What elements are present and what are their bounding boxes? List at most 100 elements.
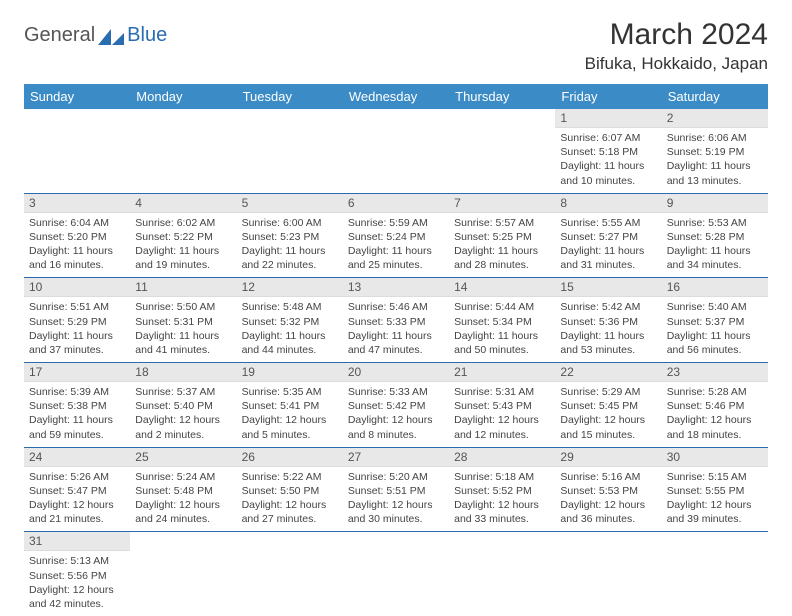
brand-logo: General Blue [24, 18, 167, 47]
day-number: 6 [343, 194, 449, 213]
day-body: Sunrise: 5:44 AMSunset: 5:34 PMDaylight:… [449, 297, 555, 362]
calendar-cell [555, 532, 661, 616]
day-body: Sunrise: 5:42 AMSunset: 5:36 PMDaylight:… [555, 297, 661, 362]
daylight-text: Daylight: 11 hours and 19 minutes. [135, 244, 231, 272]
daylight-text: Daylight: 11 hours and 53 minutes. [560, 329, 656, 357]
weekday-header: Monday [130, 84, 236, 109]
day-body: Sunrise: 5:51 AMSunset: 5:29 PMDaylight:… [24, 297, 130, 362]
daylight-text: Daylight: 11 hours and 59 minutes. [29, 413, 125, 441]
day-body: Sunrise: 5:18 AMSunset: 5:52 PMDaylight:… [449, 467, 555, 532]
calendar-cell: 27Sunrise: 5:20 AMSunset: 5:51 PMDayligh… [343, 447, 449, 532]
location-subtitle: Bifuka, Hokkaido, Japan [585, 54, 768, 74]
sunset-text: Sunset: 5:24 PM [348, 230, 444, 244]
day-body: Sunrise: 5:13 AMSunset: 5:56 PMDaylight:… [24, 551, 130, 616]
calendar-cell [449, 109, 555, 193]
sunset-text: Sunset: 5:28 PM [667, 230, 763, 244]
daylight-text: Daylight: 11 hours and 47 minutes. [348, 329, 444, 357]
calendar-cell: 5Sunrise: 6:00 AMSunset: 5:23 PMDaylight… [237, 193, 343, 278]
calendar-cell [343, 109, 449, 193]
daylight-text: Daylight: 11 hours and 34 minutes. [667, 244, 763, 272]
calendar-cell: 18Sunrise: 5:37 AMSunset: 5:40 PMDayligh… [130, 363, 236, 448]
calendar-body: 1Sunrise: 6:07 AMSunset: 5:18 PMDaylight… [24, 109, 768, 616]
weekday-header: Sunday [24, 84, 130, 109]
calendar-cell: 3Sunrise: 6:04 AMSunset: 5:20 PMDaylight… [24, 193, 130, 278]
weekday-header: Friday [555, 84, 661, 109]
daylight-text: Daylight: 12 hours and 24 minutes. [135, 498, 231, 526]
day-number: 26 [237, 448, 343, 467]
sunset-text: Sunset: 5:36 PM [560, 315, 656, 329]
calendar-cell: 19Sunrise: 5:35 AMSunset: 5:41 PMDayligh… [237, 363, 343, 448]
title-block: March 2024 Bifuka, Hokkaido, Japan [585, 18, 768, 74]
day-number: 14 [449, 278, 555, 297]
calendar-cell: 30Sunrise: 5:15 AMSunset: 5:55 PMDayligh… [662, 447, 768, 532]
sunrise-text: Sunrise: 5:35 AM [242, 385, 338, 399]
day-number: 2 [662, 109, 768, 128]
daylight-text: Daylight: 12 hours and 12 minutes. [454, 413, 550, 441]
sunset-text: Sunset: 5:31 PM [135, 315, 231, 329]
month-title: March 2024 [585, 18, 768, 52]
day-number: 7 [449, 194, 555, 213]
calendar-row: 3Sunrise: 6:04 AMSunset: 5:20 PMDaylight… [24, 193, 768, 278]
calendar-cell [130, 109, 236, 193]
sunrise-text: Sunrise: 5:46 AM [348, 300, 444, 314]
day-number: 29 [555, 448, 661, 467]
day-body: Sunrise: 5:31 AMSunset: 5:43 PMDaylight:… [449, 382, 555, 447]
day-body: Sunrise: 5:39 AMSunset: 5:38 PMDaylight:… [24, 382, 130, 447]
day-number: 13 [343, 278, 449, 297]
daylight-text: Daylight: 12 hours and 15 minutes. [560, 413, 656, 441]
sunrise-text: Sunrise: 5:22 AM [242, 470, 338, 484]
calendar-cell [237, 109, 343, 193]
calendar-cell: 11Sunrise: 5:50 AMSunset: 5:31 PMDayligh… [130, 278, 236, 363]
day-number: 16 [662, 278, 768, 297]
calendar-cell: 31Sunrise: 5:13 AMSunset: 5:56 PMDayligh… [24, 532, 130, 616]
calendar-cell: 16Sunrise: 5:40 AMSunset: 5:37 PMDayligh… [662, 278, 768, 363]
sunset-text: Sunset: 5:38 PM [29, 399, 125, 413]
calendar-cell: 15Sunrise: 5:42 AMSunset: 5:36 PMDayligh… [555, 278, 661, 363]
sunset-text: Sunset: 5:22 PM [135, 230, 231, 244]
day-body: Sunrise: 6:00 AMSunset: 5:23 PMDaylight:… [237, 213, 343, 278]
day-number: 28 [449, 448, 555, 467]
calendar-cell: 10Sunrise: 5:51 AMSunset: 5:29 PMDayligh… [24, 278, 130, 363]
calendar-cell: 21Sunrise: 5:31 AMSunset: 5:43 PMDayligh… [449, 363, 555, 448]
calendar-table: Sunday Monday Tuesday Wednesday Thursday… [24, 84, 768, 616]
sunrise-text: Sunrise: 5:18 AM [454, 470, 550, 484]
daylight-text: Daylight: 12 hours and 42 minutes. [29, 583, 125, 611]
sunrise-text: Sunrise: 5:20 AM [348, 470, 444, 484]
daylight-text: Daylight: 12 hours and 18 minutes. [667, 413, 763, 441]
daylight-text: Daylight: 11 hours and 25 minutes. [348, 244, 444, 272]
calendar-row: 24Sunrise: 5:26 AMSunset: 5:47 PMDayligh… [24, 447, 768, 532]
day-body: Sunrise: 5:55 AMSunset: 5:27 PMDaylight:… [555, 213, 661, 278]
calendar-cell: 29Sunrise: 5:16 AMSunset: 5:53 PMDayligh… [555, 447, 661, 532]
sunset-text: Sunset: 5:41 PM [242, 399, 338, 413]
sunrise-text: Sunrise: 5:59 AM [348, 216, 444, 230]
sunset-text: Sunset: 5:37 PM [667, 315, 763, 329]
daylight-text: Daylight: 11 hours and 10 minutes. [560, 159, 656, 187]
daylight-text: Daylight: 11 hours and 31 minutes. [560, 244, 656, 272]
day-body: Sunrise: 5:15 AMSunset: 5:55 PMDaylight:… [662, 467, 768, 532]
sunset-text: Sunset: 5:23 PM [242, 230, 338, 244]
calendar-cell: 7Sunrise: 5:57 AMSunset: 5:25 PMDaylight… [449, 193, 555, 278]
sunrise-text: Sunrise: 5:40 AM [667, 300, 763, 314]
sunrise-text: Sunrise: 5:24 AM [135, 470, 231, 484]
sunset-text: Sunset: 5:53 PM [560, 484, 656, 498]
sunset-text: Sunset: 5:51 PM [348, 484, 444, 498]
sunrise-text: Sunrise: 5:29 AM [560, 385, 656, 399]
weekday-header-row: Sunday Monday Tuesday Wednesday Thursday… [24, 84, 768, 109]
sunrise-text: Sunrise: 5:15 AM [667, 470, 763, 484]
sunset-text: Sunset: 5:25 PM [454, 230, 550, 244]
calendar-cell [343, 532, 449, 616]
day-number: 9 [662, 194, 768, 213]
day-number: 23 [662, 363, 768, 382]
sunrise-text: Sunrise: 5:55 AM [560, 216, 656, 230]
sunrise-text: Sunrise: 5:31 AM [454, 385, 550, 399]
day-body: Sunrise: 5:53 AMSunset: 5:28 PMDaylight:… [662, 213, 768, 278]
day-body: Sunrise: 5:22 AMSunset: 5:50 PMDaylight:… [237, 467, 343, 532]
day-number: 19 [237, 363, 343, 382]
day-number: 12 [237, 278, 343, 297]
daylight-text: Daylight: 11 hours and 50 minutes. [454, 329, 550, 357]
daylight-text: Daylight: 12 hours and 33 minutes. [454, 498, 550, 526]
day-body: Sunrise: 5:40 AMSunset: 5:37 PMDaylight:… [662, 297, 768, 362]
sunset-text: Sunset: 5:48 PM [135, 484, 231, 498]
day-number: 30 [662, 448, 768, 467]
sunrise-text: Sunrise: 6:06 AM [667, 131, 763, 145]
